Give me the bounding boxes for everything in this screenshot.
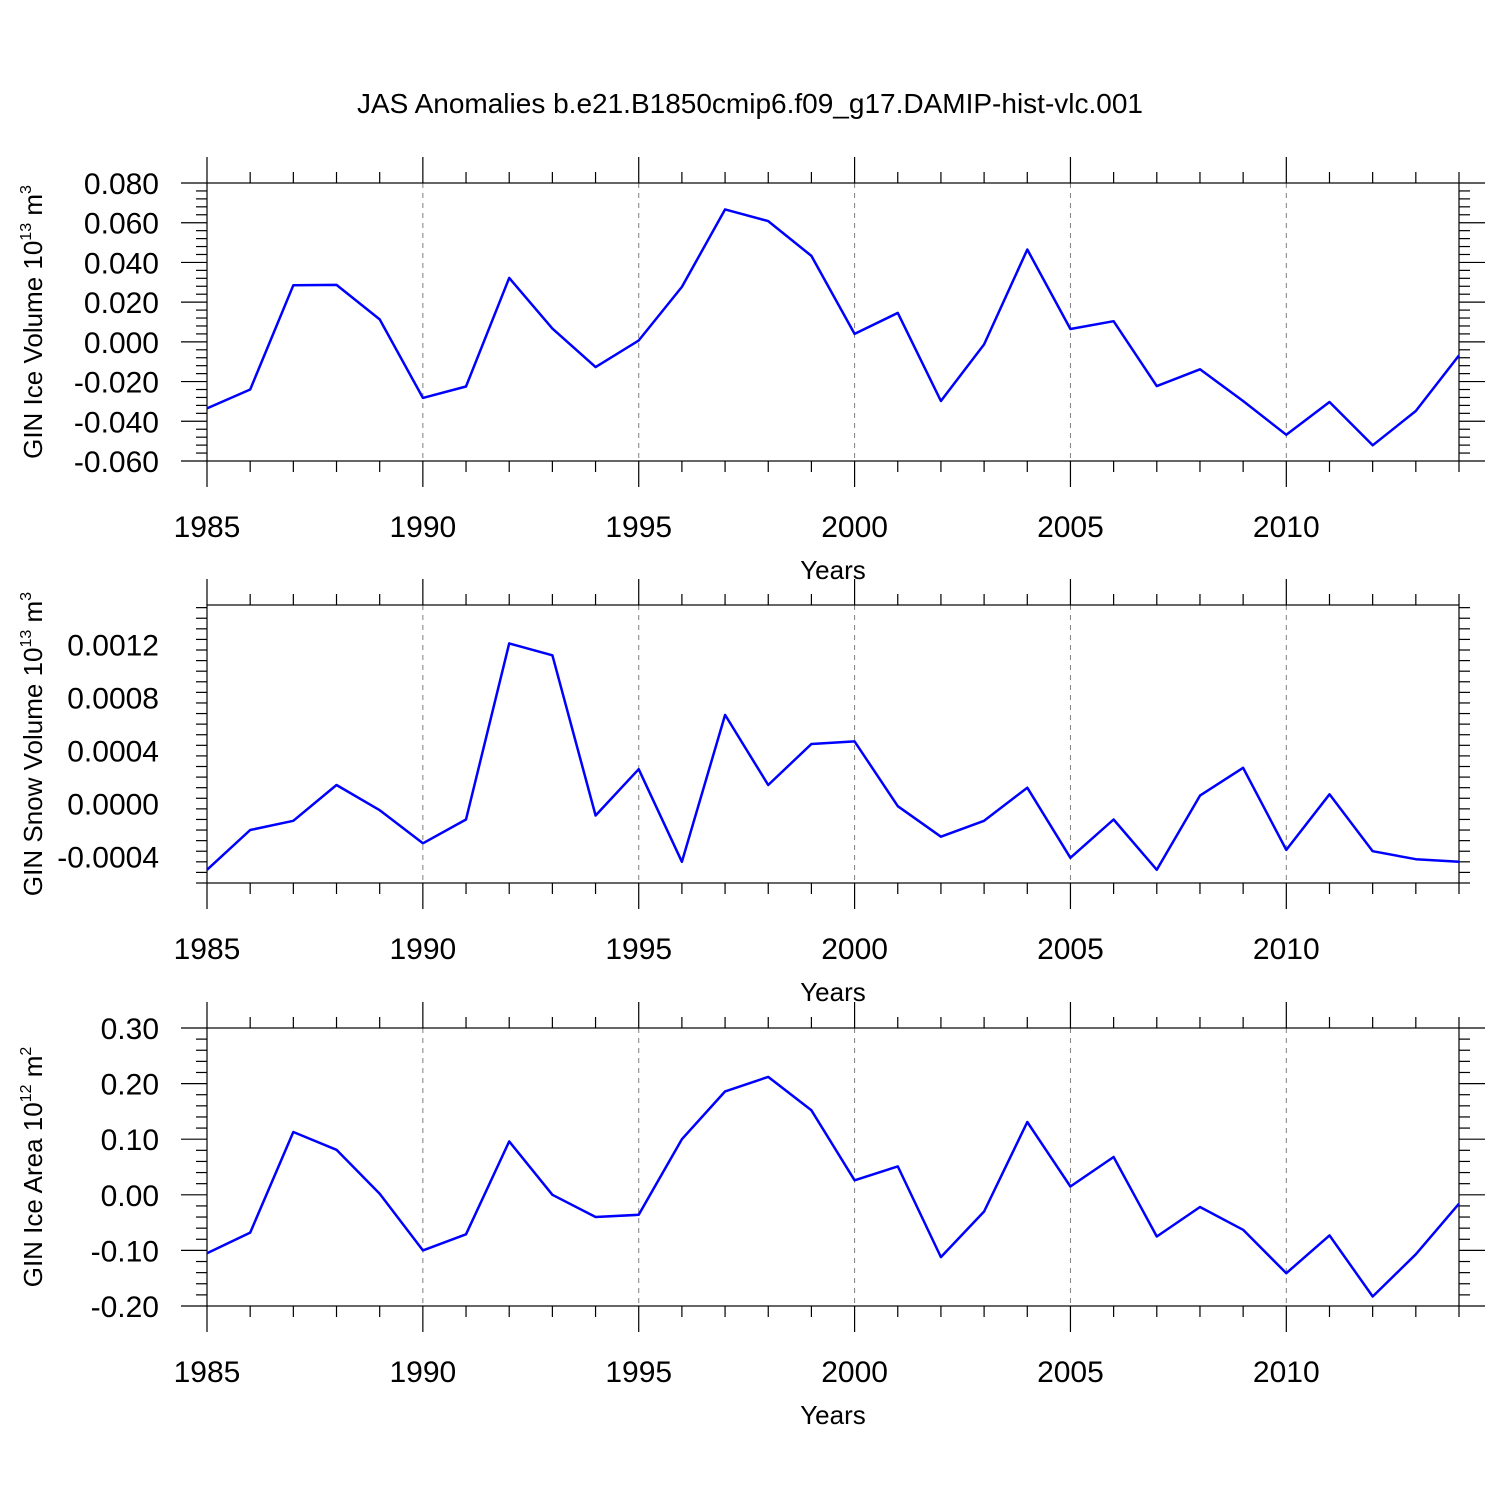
x-tick-label: 2005 [1037, 511, 1104, 544]
plot-frame [206, 182, 1460, 462]
panel-snow-volume: -0.0004 0.0000 0.0004 0.0008 0.0012 1985 1990 1… [18, 579, 1470, 1007]
series-line [206, 1075, 1460, 1298]
y-tick-label: -0.0004 [57, 842, 159, 875]
x-tick-label: 1995 [605, 511, 672, 544]
series-line [206, 208, 1460, 447]
x-tick-label: 1990 [389, 511, 456, 544]
y-tick-label: 0.20 [101, 1069, 159, 1102]
y-axis-label: GIN Ice Volume 1013 m3 [18, 185, 48, 459]
y-tick-label: -0.040 [74, 406, 159, 439]
y-axis-label: GIN Snow Volume 1013 m3 [18, 592, 48, 896]
y-tick-label: 0.10 [101, 1124, 159, 1157]
x-axis-label: Years [800, 1400, 866, 1430]
panel-ice-volume: -0.060 -0.040 -0.020 0.000 0.020 0.040 0.060 0.… [18, 157, 1485, 585]
y-tick-label: 0.040 [84, 247, 159, 280]
y-tick-label: -0.060 [74, 446, 159, 479]
x-tick-label: 1990 [389, 1356, 456, 1389]
y-tick-label: -0.20 [91, 1291, 159, 1324]
y-tick-label: 0.060 [84, 208, 159, 241]
y-tick-label: -0.10 [91, 1235, 159, 1268]
x-axis-label: Years [800, 555, 866, 585]
x-tick-label: 2000 [821, 1356, 888, 1389]
x-tick-label: 2005 [1037, 1356, 1104, 1389]
x-tick-label: 2005 [1037, 933, 1104, 966]
y-tick-label: 0.0000 [67, 789, 159, 822]
y-tick-label: 0.0008 [67, 683, 159, 716]
x-axis-label: Years [800, 977, 866, 1007]
panel-ice-area: -0.20 -0.10 0.00 0.10 0.20 0.30 1985 1990 1995 20… [18, 1002, 1485, 1430]
y-tick-label: 0.30 [101, 1013, 159, 1046]
x-tick-label: 2010 [1253, 933, 1320, 966]
y-axis-label: GIN Ice Area 1012 m2 [18, 1047, 48, 1288]
x-tick-label: 1985 [174, 933, 241, 966]
x-tick-label: 1995 [605, 1356, 672, 1389]
plot-frame [206, 1027, 1460, 1307]
y-tick-label: 0.000 [84, 327, 159, 360]
y-tick-label: 0.020 [84, 287, 159, 320]
x-tick-label: 1995 [605, 933, 672, 966]
x-tick-label: 1985 [174, 1356, 241, 1389]
figure-title: JAS Anomalies b.e21.B1850cmip6.f09_g17.D… [357, 88, 1143, 119]
x-tick-label: 2000 [821, 511, 888, 544]
y-tick-label: 0.0012 [67, 630, 159, 663]
y-tick-label: 0.080 [84, 168, 159, 201]
y-tick-label: 0.00 [101, 1180, 159, 1213]
x-tick-label: 2000 [821, 933, 888, 966]
x-tick-label: 2010 [1253, 511, 1320, 544]
plot-frame [206, 604, 1460, 884]
series-line [206, 642, 1460, 872]
y-tick-label: 0.0004 [67, 736, 159, 769]
x-tick-label: 1985 [174, 511, 241, 544]
y-tick-label: -0.020 [74, 367, 159, 400]
x-tick-label: 2010 [1253, 1356, 1320, 1389]
x-tick-label: 1990 [389, 933, 456, 966]
